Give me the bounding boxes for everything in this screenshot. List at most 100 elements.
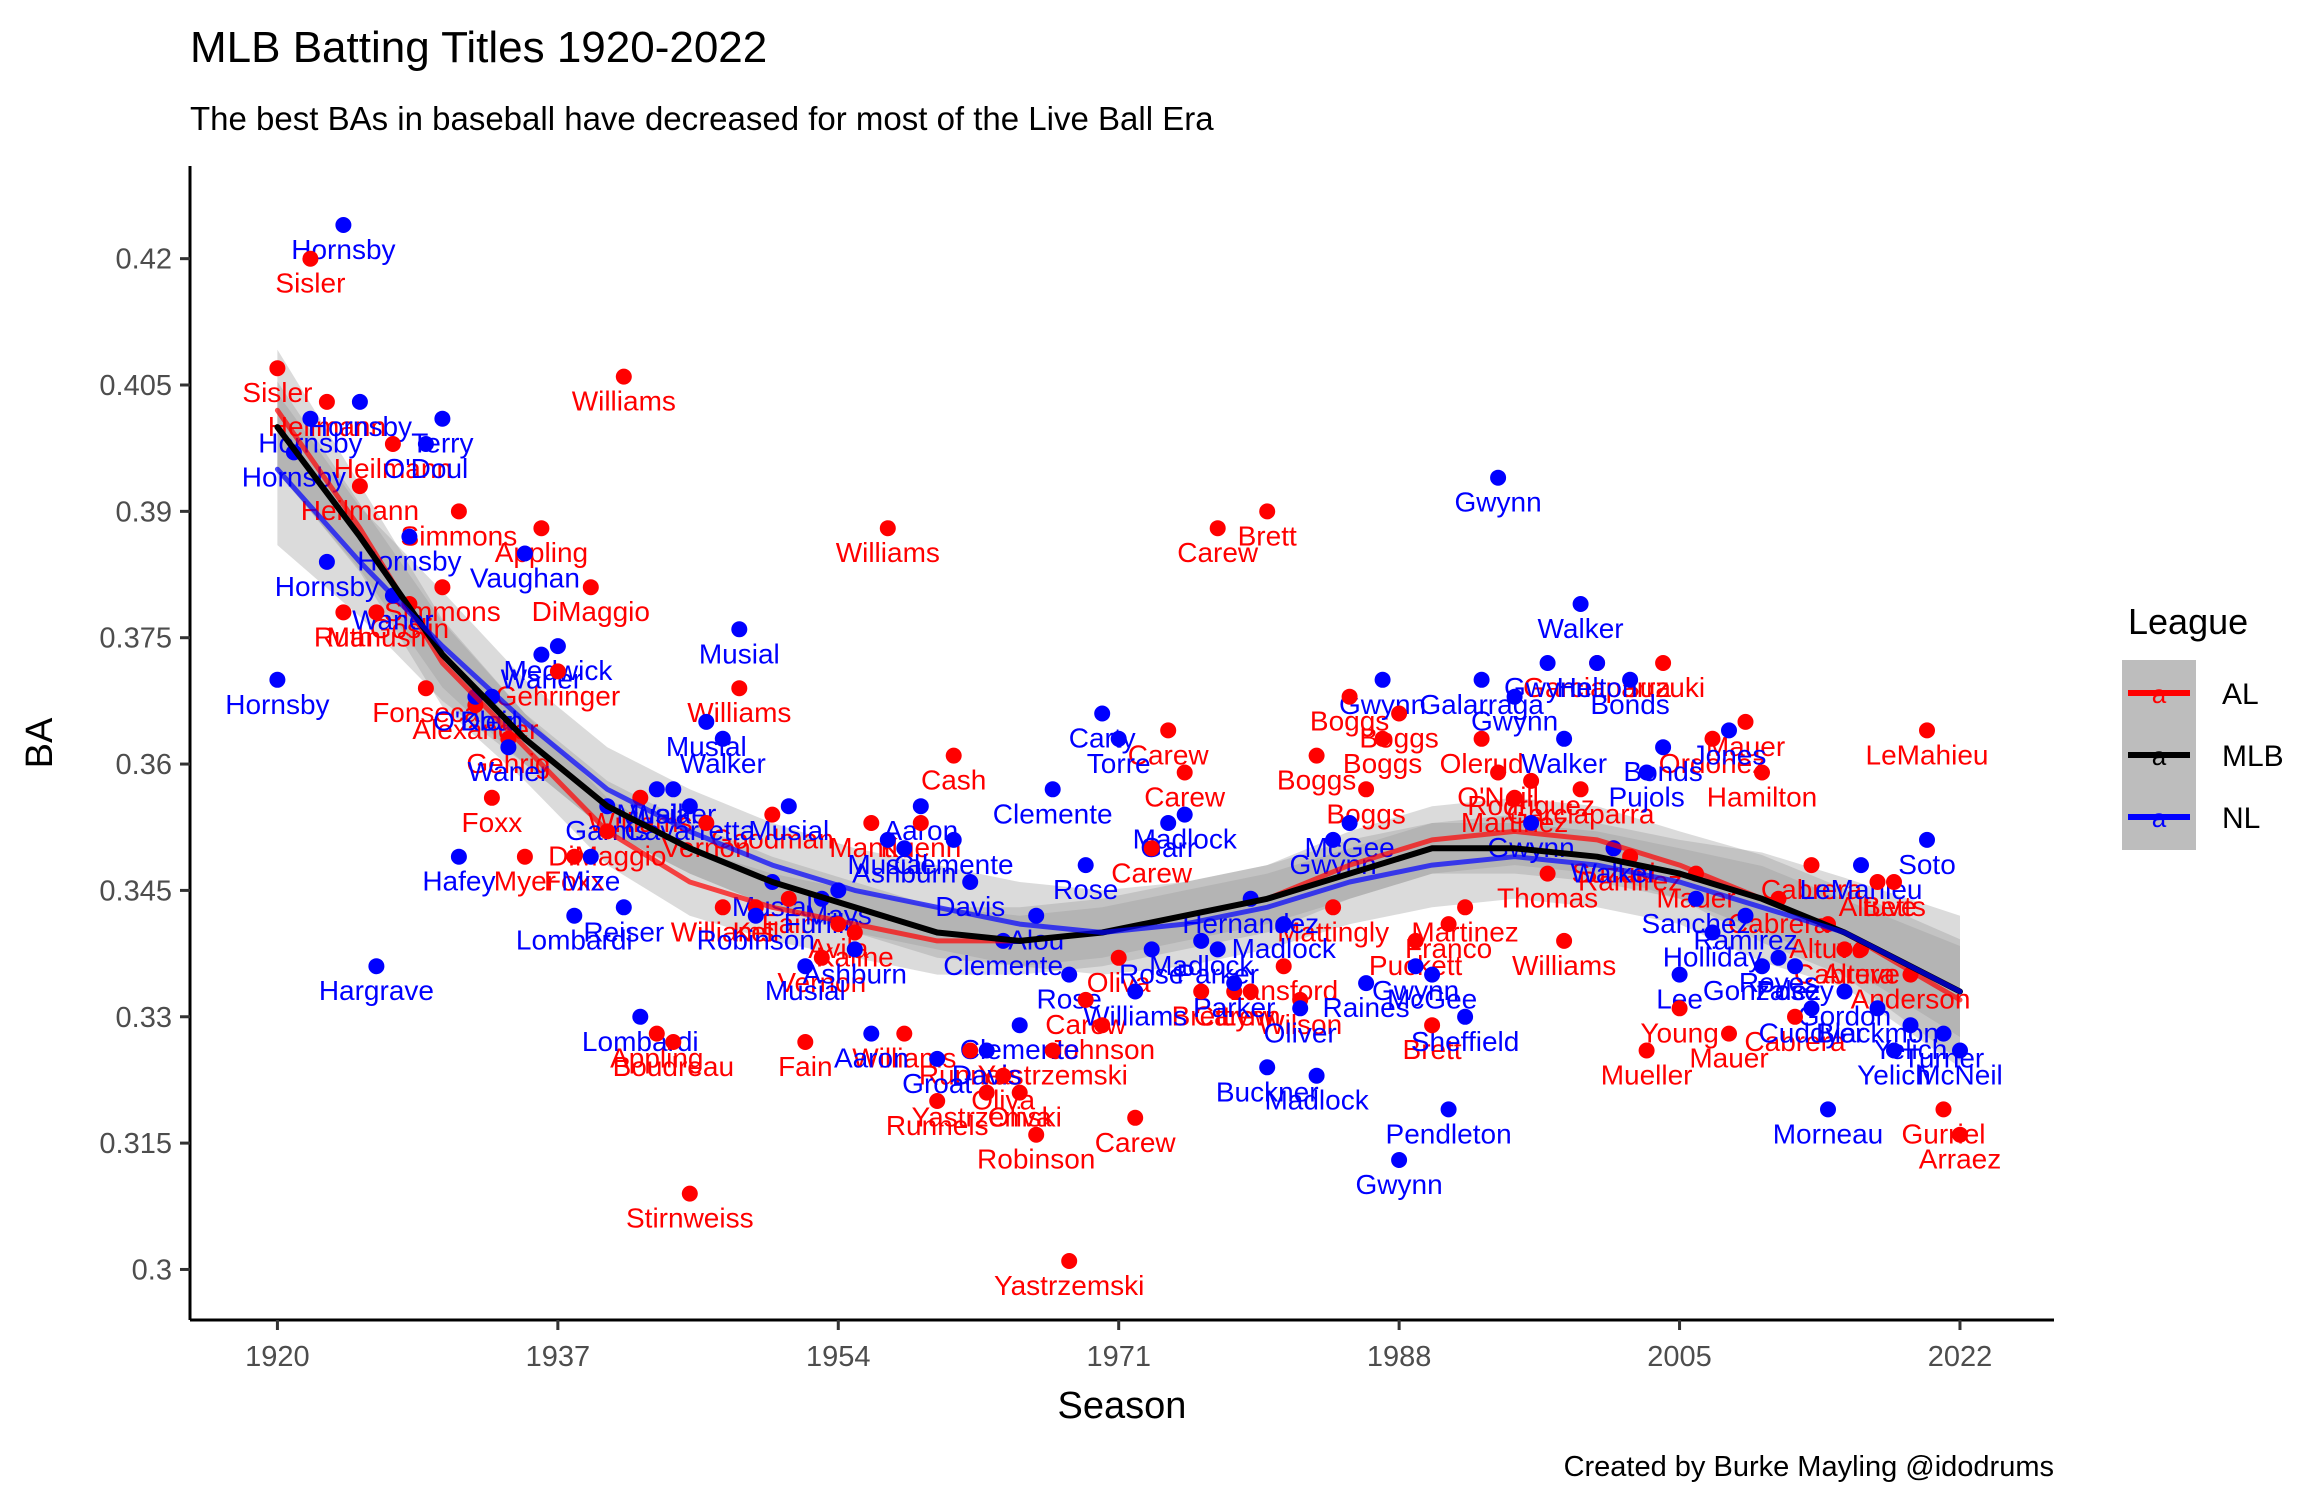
- point-nl: [1902, 1017, 1919, 1034]
- point-al: [1671, 1000, 1688, 1017]
- point-al: [1886, 874, 1902, 890]
- point-al: [1737, 713, 1754, 730]
- point-label-nl: Turner: [1903, 1043, 1984, 1074]
- point-label-al: Boudreau: [613, 1051, 734, 1082]
- point-al: [1044, 1042, 1061, 1059]
- point-label-al: Altuve: [1822, 958, 1900, 989]
- point-nl: [1193, 932, 1210, 949]
- legend-entry-label: AL: [2222, 678, 2259, 711]
- point-label-nl: Robinson: [697, 925, 815, 956]
- point-label-al: Fonseca: [372, 697, 480, 728]
- point-label-al: Betts: [1862, 891, 1926, 922]
- point-label-al: Gurriel: [1901, 1118, 1985, 1149]
- point-label-al: Carew: [1095, 1127, 1177, 1158]
- point-label-al: Boggs: [1277, 765, 1356, 796]
- point-al: [1523, 772, 1540, 789]
- point-label-al: Carew: [1194, 1001, 1276, 1032]
- legend-entry-label: MLB: [2222, 740, 2284, 773]
- legend-entry-label: NL: [2222, 802, 2260, 835]
- legend-keys: a AL a MLB a NL: [2122, 660, 2284, 850]
- point-label-nl: Gwynn: [1471, 706, 1558, 737]
- legend: League a AL a MLB a NL: [2122, 601, 2284, 850]
- point-label-al: Boggs: [1359, 723, 1438, 754]
- point-nl: [1770, 949, 1787, 966]
- point-al: [1077, 991, 1094, 1008]
- smooth-band-mlb: [277, 381, 1960, 1038]
- point-nl: [929, 1050, 946, 1067]
- point-label-al: Williams: [1512, 950, 1616, 981]
- point-nl: [747, 907, 764, 924]
- point-label-nl: Torre: [1087, 748, 1151, 779]
- point-nl: [1539, 655, 1556, 671]
- point-al: [1259, 503, 1276, 520]
- point-nl: [681, 798, 698, 815]
- legend-key-glyph: a: [2152, 679, 2167, 709]
- point-label-al: Cabrera: [1744, 1026, 1846, 1057]
- point-al: [1935, 1101, 1952, 1118]
- point-al: [1473, 730, 1490, 747]
- point-label-nl: Blackmon: [1816, 1017, 1939, 1048]
- point-nl: [1061, 966, 1078, 983]
- point-al: [318, 393, 335, 410]
- x-tick-label: 1971: [1086, 1341, 1151, 1373]
- point-al: [714, 899, 731, 916]
- point-nl: [1011, 1017, 1028, 1034]
- point-al: [929, 1093, 946, 1109]
- point-label-nl: Posey: [1756, 975, 1834, 1006]
- point-label-al: Gehringer: [496, 680, 621, 711]
- point-label-nl: Yelich: [1874, 1034, 1948, 1065]
- point-label-nl: Yelich: [1857, 1060, 1931, 1091]
- point-nl: [335, 217, 352, 233]
- point-label-al: Sisler: [275, 268, 345, 299]
- point-label-al: Stirnweiss: [626, 1203, 754, 1234]
- point-label-al: Young: [1640, 1017, 1718, 1048]
- point-label-nl: McGee: [1304, 832, 1394, 863]
- point-al: [1803, 857, 1820, 874]
- point-nl: [1325, 831, 1342, 848]
- point-al: [483, 789, 500, 806]
- point-label-al: LeMahieu: [1866, 739, 1989, 770]
- point-al: [978, 1084, 995, 1101]
- point-al: [1704, 730, 1721, 747]
- point-nl: [1869, 1000, 1886, 1017]
- point-al: [582, 579, 599, 596]
- point-label-al: Carew: [1177, 537, 1259, 568]
- point-label-al: Johnson: [1049, 1034, 1155, 1065]
- y-tick-label: 0.42: [116, 244, 172, 276]
- point-nl: [434, 410, 451, 427]
- point-label-al: Fain: [778, 1051, 832, 1082]
- point-al: [665, 1034, 682, 1050]
- point-al: [1457, 899, 1474, 916]
- point-al: [269, 360, 286, 377]
- point-label-al: Myer: [494, 866, 556, 897]
- point-nl: [1292, 1000, 1309, 1017]
- point-label-nl: Aaron: [834, 1043, 909, 1074]
- point-al: [1787, 1008, 1803, 1025]
- point-nl: [780, 798, 797, 815]
- point-nl: [351, 393, 368, 410]
- point-al: [549, 663, 566, 680]
- point-nl: [1490, 469, 1507, 486]
- point-nl: [417, 436, 434, 452]
- point-nl: [1919, 831, 1935, 848]
- y-tick-label: 0.345: [99, 875, 172, 907]
- point-nl: [1110, 730, 1127, 747]
- point-label-al: Ruth: [314, 621, 373, 652]
- point-al: [368, 604, 385, 621]
- point-nl: [1572, 596, 1589, 612]
- point-nl: [879, 831, 896, 848]
- point-nl: [896, 840, 913, 857]
- point-label-nl: Soto: [1898, 849, 1956, 880]
- point-label-al: Mattingly: [1277, 916, 1389, 947]
- point-label-nl: Hargrave: [319, 975, 434, 1006]
- point-nl: [1127, 983, 1144, 1000]
- point-nl: [945, 831, 962, 848]
- point-label-al: Williams: [572, 386, 676, 417]
- point-al: [1424, 1017, 1441, 1034]
- x-axis-label: Season: [1058, 1385, 1187, 1427]
- point-al: [731, 680, 748, 697]
- point-nl: [1671, 966, 1688, 983]
- point-nl: [1935, 1025, 1952, 1042]
- point-label-nl: Waner: [501, 664, 582, 695]
- point-al: [1308, 747, 1325, 764]
